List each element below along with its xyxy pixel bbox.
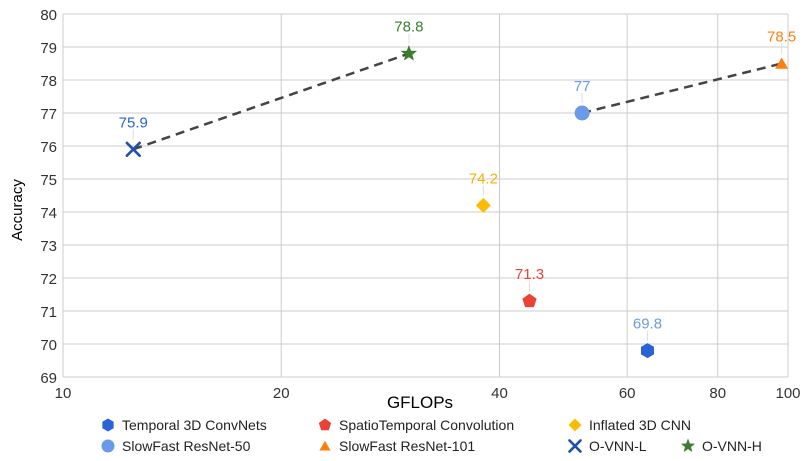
data-label: 71.3 — [515, 266, 544, 283]
data-point — [574, 105, 590, 121]
x-axis-label: GFLOPs — [387, 393, 453, 412]
data-point — [125, 141, 141, 157]
y-tick-label: 77 — [40, 106, 57, 123]
legend-marker — [568, 439, 582, 453]
grid — [62, 13, 789, 378]
data-label: 78.8 — [394, 19, 423, 36]
y-tick-label: 71 — [40, 304, 57, 321]
data-label: 75.9 — [119, 114, 148, 131]
legend-item: SlowFast ResNet-50 — [101, 438, 251, 454]
legend-item: SlowFast ResNet-101 — [319, 438, 475, 454]
dashed-line — [132, 52, 410, 151]
legend-marker — [568, 418, 582, 432]
y-tick-label: 78 — [40, 73, 57, 90]
legend-item: Temporal 3D ConvNets — [102, 417, 267, 433]
dashed-line — [581, 62, 782, 115]
legend-item: SpatioTemporal Convolution — [318, 417, 514, 433]
legend-item: O-VNN-L — [568, 438, 647, 454]
legend-marker — [319, 440, 331, 451]
data-labels: 69.8 71.3 74.2 77 78.5 75.9 78.8 — [119, 19, 796, 341]
legend-label: SlowFast ResNet-50 — [122, 438, 251, 454]
data-point — [522, 293, 537, 308]
y-tick-label: 79 — [40, 40, 57, 57]
legend-marker — [318, 418, 332, 431]
data-label: 77 — [574, 78, 591, 95]
x-tick-label: 60 — [619, 385, 636, 402]
x-tick-label: 20 — [273, 385, 290, 402]
data-points — [125, 44, 789, 359]
y-tick-label: 70 — [40, 337, 57, 354]
legend-label: Temporal 3D ConvNets — [122, 417, 267, 433]
y-tick-label: 75 — [40, 172, 57, 189]
x-tick-label: 100 — [775, 385, 800, 402]
x-tick-label: 10 — [55, 385, 72, 402]
data-label: 74.2 — [469, 170, 498, 187]
x-tick-label: 80 — [709, 385, 726, 402]
data-point — [475, 197, 491, 213]
y-tick-label: 73 — [40, 238, 57, 255]
data-label: 69.8 — [633, 316, 662, 333]
data-point — [775, 57, 789, 69]
y-tick-label: 69 — [40, 370, 57, 387]
legend-item: O-VNN-H — [680, 438, 762, 454]
data-label: 78.5 — [767, 29, 796, 46]
y-tick-label: 76 — [40, 139, 57, 156]
y-tick-label: 80 — [40, 7, 57, 24]
y-tick-label: 74 — [40, 205, 57, 222]
legend-marker — [680, 438, 696, 453]
legend-item: Inflated 3D CNN — [568, 417, 691, 433]
x-tick-label: 40 — [491, 385, 508, 402]
legend-label: O-VNN-H — [702, 438, 762, 454]
dashed-connectors — [132, 52, 782, 151]
legend-label: Inflated 3D CNN — [589, 417, 691, 433]
legend-marker — [101, 439, 115, 453]
legend-label: SpatioTemporal Convolution — [339, 417, 514, 433]
tick-labels: 69 70 71 72 73 74 75 76 77 78 79 80 10 20 40 60 80 100 — [40, 7, 800, 402]
data-point — [640, 343, 654, 359]
y-axis-label: Accuracy — [9, 179, 26, 241]
legend: Temporal 3D ConvNets SpatioTemporal Convo… — [101, 417, 762, 454]
y-tick-label: 72 — [40, 271, 57, 288]
legend-marker — [102, 418, 114, 432]
legend-label: O-VNN-L — [589, 438, 647, 454]
data-point — [400, 44, 418, 61]
legend-label: SlowFast ResNet-101 — [339, 438, 475, 454]
